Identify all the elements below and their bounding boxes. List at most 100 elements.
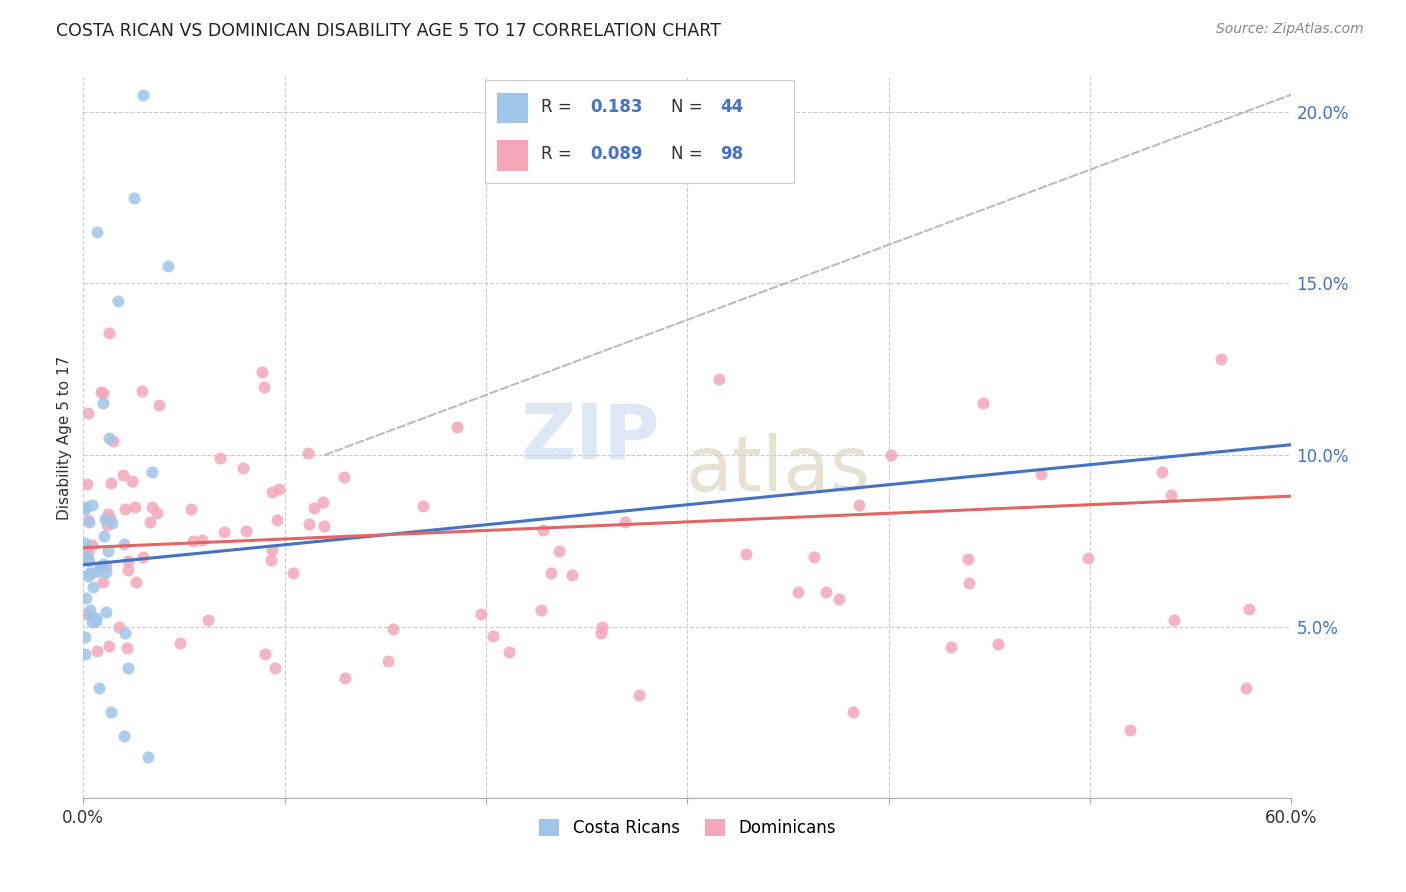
Text: N =: N = (671, 145, 707, 163)
Point (169, 636, 191, 650)
Point (827, 592, 849, 607)
Point (98, 639, 121, 653)
Point (80, 566, 103, 581)
FancyBboxPatch shape (498, 93, 529, 123)
Point (548, 544, 571, 558)
Point (264, 661, 287, 675)
Point (112, 730, 135, 744)
FancyBboxPatch shape (498, 140, 529, 170)
Point (82, 498, 104, 512)
Point (132, 87, 155, 102)
Point (956, 551, 979, 566)
Legend: Costa Ricans, Dominicans: Costa Ricans, Dominicans (533, 813, 842, 844)
Point (96, 558, 118, 573)
Point (108, 620, 131, 634)
Point (125, 575, 148, 590)
Point (815, 585, 838, 599)
Point (803, 550, 825, 565)
Point (972, 396, 994, 410)
Point (124, 500, 146, 515)
Point (79, 603, 101, 617)
Point (842, 706, 865, 720)
Point (297, 446, 319, 460)
Point (76, 569, 98, 583)
Point (75, 501, 97, 516)
Text: ZIP: ZIP (522, 401, 661, 475)
Point (787, 585, 810, 599)
Point (122, 190, 145, 204)
Point (75, 630, 97, 644)
Point (312, 495, 335, 509)
Point (91, 557, 114, 571)
Point (591, 619, 613, 633)
Point (115, 641, 138, 656)
Point (94, 605, 117, 619)
Point (117, 564, 139, 578)
Point (90, 384, 112, 399)
Point (76, 607, 98, 621)
Point (146, 506, 169, 520)
Text: 98: 98 (720, 145, 744, 163)
Point (77, 513, 100, 527)
Point (75, 552, 97, 566)
Point (314, 519, 336, 533)
Point (80, 538, 103, 552)
Point (707, 372, 730, 386)
Point (96, 507, 118, 521)
Point (75, 548, 97, 562)
Point (1160, 488, 1182, 502)
Point (76, 477, 98, 491)
Point (530, 602, 553, 616)
Point (235, 524, 257, 539)
Point (735, 547, 758, 561)
Point (84, 615, 107, 629)
Point (591, 626, 613, 640)
Point (250, 365, 273, 379)
Text: Source: ZipAtlas.com: Source: ZipAtlas.com (1216, 22, 1364, 37)
Point (75, 591, 97, 605)
Point (141, 500, 163, 515)
Point (987, 637, 1010, 651)
Point (93, 385, 115, 400)
Point (103, 434, 125, 449)
Point (446, 420, 468, 434)
Point (86, 225, 108, 239)
Point (848, 498, 870, 512)
Point (91, 396, 114, 410)
Point (269, 483, 291, 497)
Point (183, 534, 205, 549)
Text: R =: R = (541, 145, 576, 163)
Point (333, 470, 356, 484)
Point (1031, 467, 1053, 482)
Point (84, 611, 107, 625)
Point (253, 380, 276, 394)
Point (76, 406, 98, 420)
Point (114, 626, 136, 640)
Text: COSTA RICAN VS DOMINICAN DISABILITY AGE 5 TO 17 CORRELATION CHART: COSTA RICAN VS DOMINICAN DISABILITY AGE … (56, 22, 721, 40)
Point (75, 535, 97, 549)
Point (957, 576, 980, 591)
Point (114, 502, 136, 516)
Point (97, 431, 120, 445)
Point (93, 529, 115, 543)
Point (112, 468, 135, 483)
Point (1152, 465, 1174, 479)
Point (880, 448, 903, 462)
Point (117, 661, 139, 675)
Point (101, 516, 124, 530)
Point (382, 622, 405, 636)
Point (197, 613, 219, 627)
Point (262, 485, 284, 500)
Point (377, 654, 399, 668)
Point (304, 500, 326, 515)
Point (1118, 723, 1140, 737)
Point (77, 515, 100, 529)
Point (82, 615, 104, 630)
Point (482, 629, 505, 643)
Point (75, 647, 97, 661)
Point (132, 549, 155, 564)
Point (98, 326, 121, 340)
Point (112, 537, 135, 551)
Point (156, 259, 179, 273)
Text: R =: R = (541, 98, 576, 116)
